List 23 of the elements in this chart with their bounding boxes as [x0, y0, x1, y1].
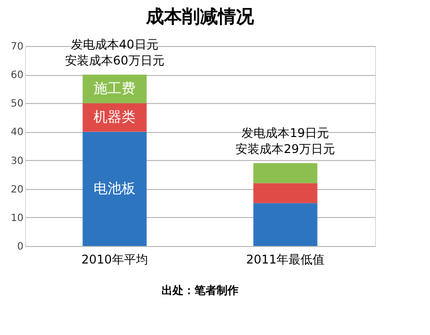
- bar: [82, 132, 147, 246]
- text: 出处：笔者制作: [162, 284, 238, 297]
- chart-title: 成本削减情况: [145, 6, 255, 28]
- x-tick-label: 2010年平均: [81, 252, 148, 266]
- y-tick-label: 20: [10, 184, 24, 196]
- annotation: 发电成本40日元: [70, 38, 158, 52]
- series-label: 施工费: [94, 80, 136, 97]
- annotation: 安装成本29万日元: [236, 142, 336, 156]
- series-label: 电池板: [94, 180, 136, 197]
- bar: [253, 163, 318, 184]
- y-tick-label: 60: [10, 70, 24, 82]
- y-tick-label: 0: [17, 242, 24, 252]
- bar: [253, 203, 318, 246]
- y-tick-label: 30: [10, 156, 24, 167]
- y-tick-label: 40: [10, 127, 24, 138]
- annotation: 发电成本19日元: [242, 126, 330, 140]
- y-tick-label: 50: [10, 98, 24, 110]
- bar: [253, 183, 318, 204]
- y-tick-label: 10: [10, 212, 24, 224]
- x-tick-label: 2011年最低值: [246, 252, 325, 266]
- y-tick-label: 70: [10, 42, 24, 52]
- annotation: 安装成本60万日元: [64, 54, 164, 68]
- series-label: 机器类: [94, 109, 136, 126]
